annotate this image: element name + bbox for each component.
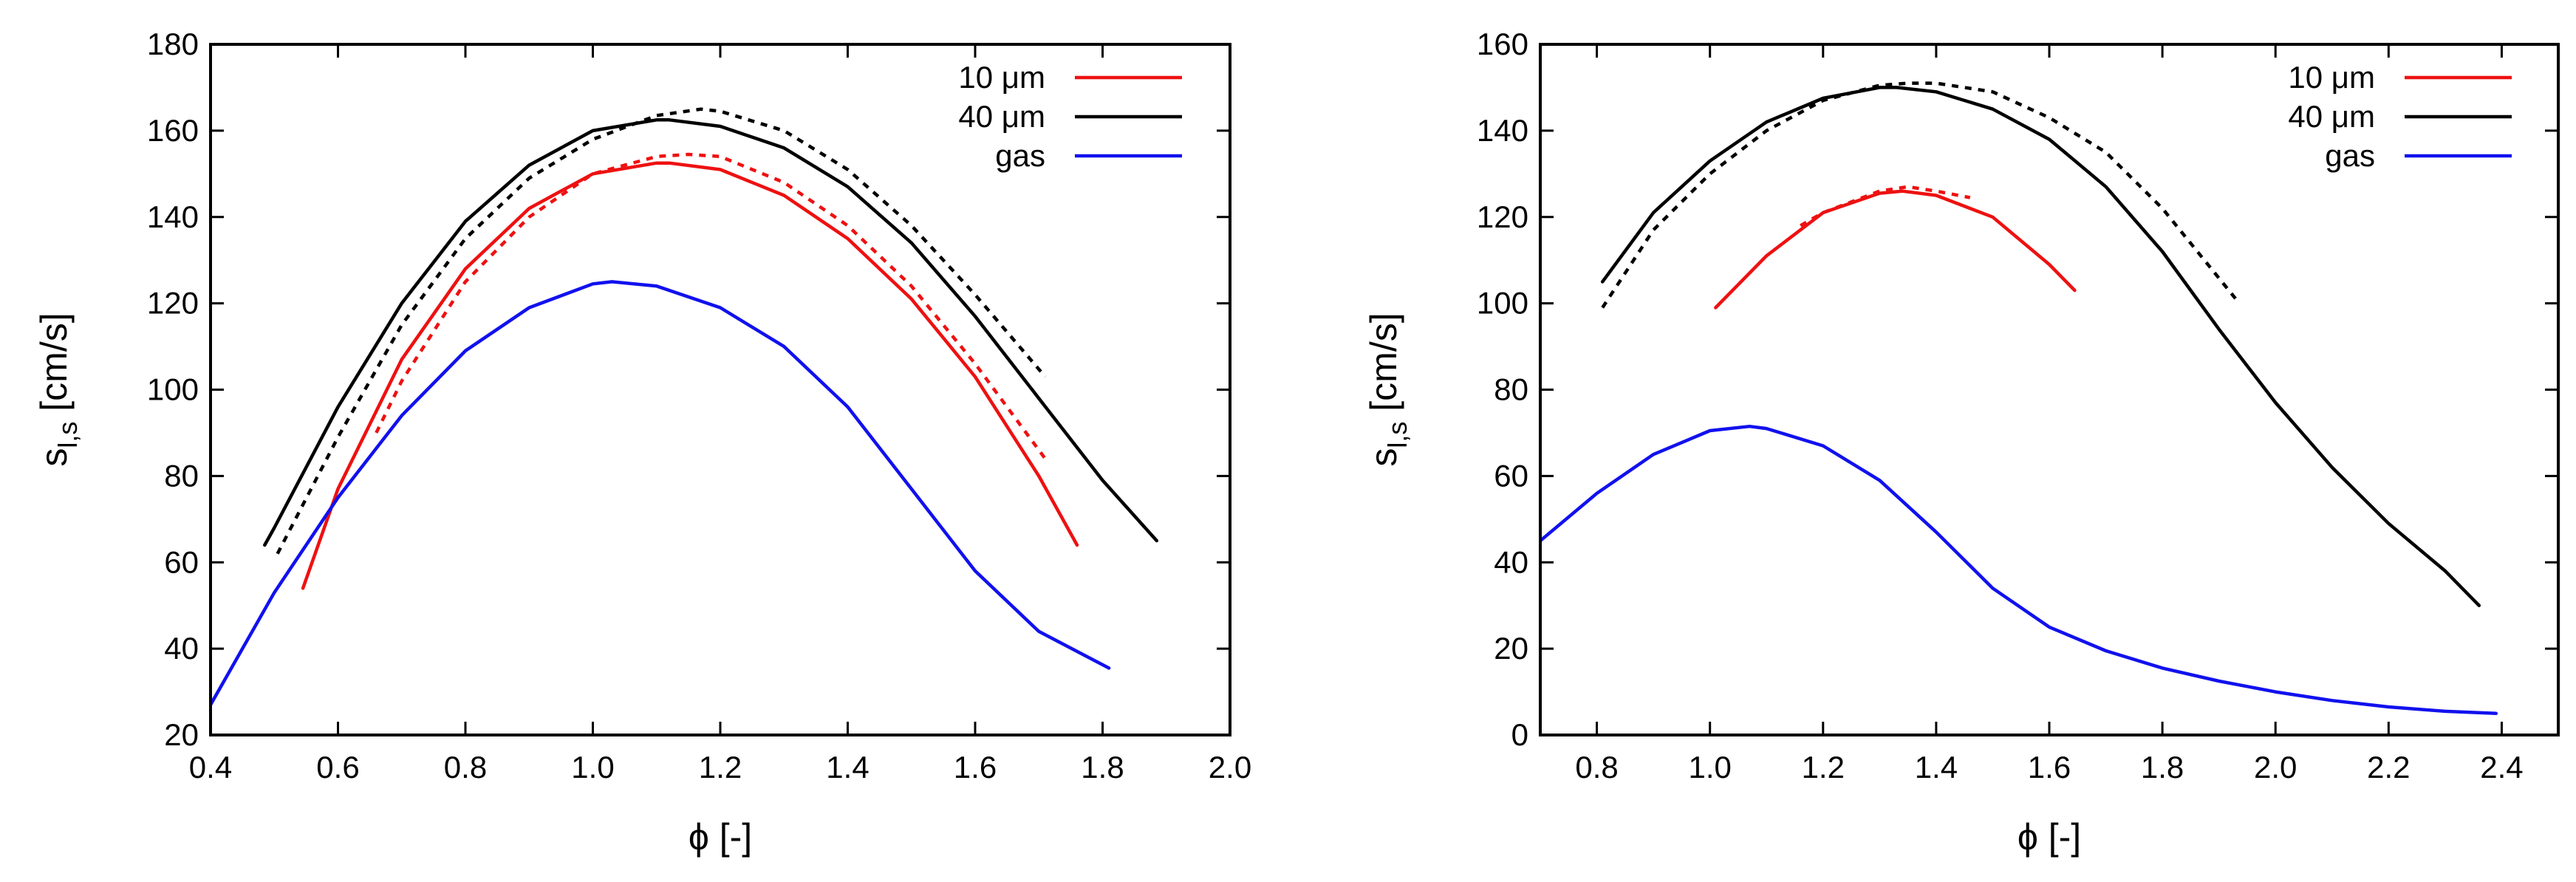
right-y-axis-title: sl,s [cm/s] (1363, 312, 1412, 466)
right-series-10-m-dashed-line (1800, 185, 1971, 228)
left-series-40-m-solid-line (263, 118, 1159, 547)
right-ytick-label: 60 (1494, 458, 1528, 493)
left-legend-label: 40 μm (958, 99, 1045, 134)
left-xtick-label: 1.0 (571, 750, 614, 784)
left-plot-frame (209, 43, 1231, 736)
left-ytick-label: 100 (147, 372, 199, 407)
right-series-gas-solid-line (1540, 424, 2498, 716)
right-xtick-label: 2.2 (2367, 750, 2410, 784)
right-xtick-label: 1.8 (2141, 750, 2184, 784)
left-x-axis-title: ϕ [-] (689, 816, 752, 858)
left-xtick-label: 1.2 (699, 750, 742, 784)
right-ytick-label: 80 (1494, 372, 1528, 407)
right-ytick-label: 120 (1477, 199, 1528, 234)
left-series-gas-solid-line (211, 280, 1111, 707)
right-ytick-label: 160 (1477, 27, 1528, 61)
right-series-40-m-solid-line (1600, 86, 2481, 607)
left-xtick-label: 1.4 (826, 750, 869, 784)
left-series-10-m-dashed-line (375, 152, 1047, 460)
right-panel: 0 20 40 60 80 100 120 140 160 0.8 1.0 1.2 1.4 1.6 1.8 2… (1363, 27, 2560, 858)
left-xtick-label: 0.8 (444, 750, 487, 784)
right-series-group (1540, 81, 2498, 716)
right-y-axis-title-main: s (1363, 448, 1404, 467)
right-xtick-label: 2.4 (2480, 750, 2523, 784)
right-xtick-label: 1.6 (2028, 750, 2071, 784)
right-legend-label: 40 μm (2288, 99, 2375, 134)
left-y-axis-title: sl,s [cm/s] (33, 312, 83, 466)
right-plot-frame (1539, 43, 2560, 736)
left-legend-label: gas (995, 138, 1045, 173)
left-xtick-label: 1.6 (954, 750, 997, 784)
right-xtick-label: 0.8 (1575, 750, 1618, 784)
right-xtick-label: 1.4 (1915, 750, 1958, 784)
left-xtick-label: 0.6 (316, 750, 359, 784)
right-ytick-label: 0 (1511, 717, 1528, 752)
left-ytick-label: 40 (164, 631, 199, 666)
right-x-axis-title: ϕ [-] (2018, 816, 2081, 858)
right-legend-label: 10 μm (2288, 60, 2375, 95)
left-ytick-label: 140 (147, 199, 199, 234)
left-series-10-m-solid-line (301, 161, 1079, 590)
left-xtick-label: 1.8 (1081, 750, 1124, 784)
left-ytick-label: 180 (147, 27, 199, 61)
right-ytick-label: 100 (1477, 286, 1528, 321)
left-y-axis-title-unit: [cm/s] (33, 312, 75, 421)
right-xtick-label: 1.2 (1802, 750, 1845, 784)
right-xtick-label: 1.0 (1688, 750, 1731, 784)
left-y-axis-title-main: s (33, 448, 75, 467)
left-legend-label: 10 μm (958, 60, 1045, 95)
right-y-axis-title-unit: [cm/s] (1363, 312, 1404, 421)
left-xtick-label: 0.4 (189, 750, 232, 784)
right-ytick-label: 140 (1477, 113, 1528, 148)
left-xtick-label: 2.0 (1209, 750, 1251, 784)
left-ytick-label: 160 (147, 113, 199, 148)
right-xtick-label: 2.0 (2254, 750, 2297, 784)
left-series-group (211, 107, 1159, 707)
left-panel: 20 40 60 80 100 120 140 160 180 0.4 0.6 0.8 1.0 1.2 1.… (33, 27, 1251, 858)
right-y-axis-title-subscript: l,s (1382, 422, 1412, 448)
right-ytick-label: 20 (1494, 631, 1528, 666)
right-ytick-label: 40 (1494, 544, 1528, 579)
left-ytick-label: 80 (164, 458, 199, 493)
left-ytick-label: 60 (164, 544, 199, 579)
right-legend-label: gas (2325, 138, 2375, 173)
left-y-axis-title-subscript: l,s (52, 422, 83, 448)
left-ytick-label: 20 (164, 717, 199, 752)
right-series-10-m-solid-line (1714, 189, 2077, 310)
left-ytick-label: 120 (147, 286, 199, 321)
